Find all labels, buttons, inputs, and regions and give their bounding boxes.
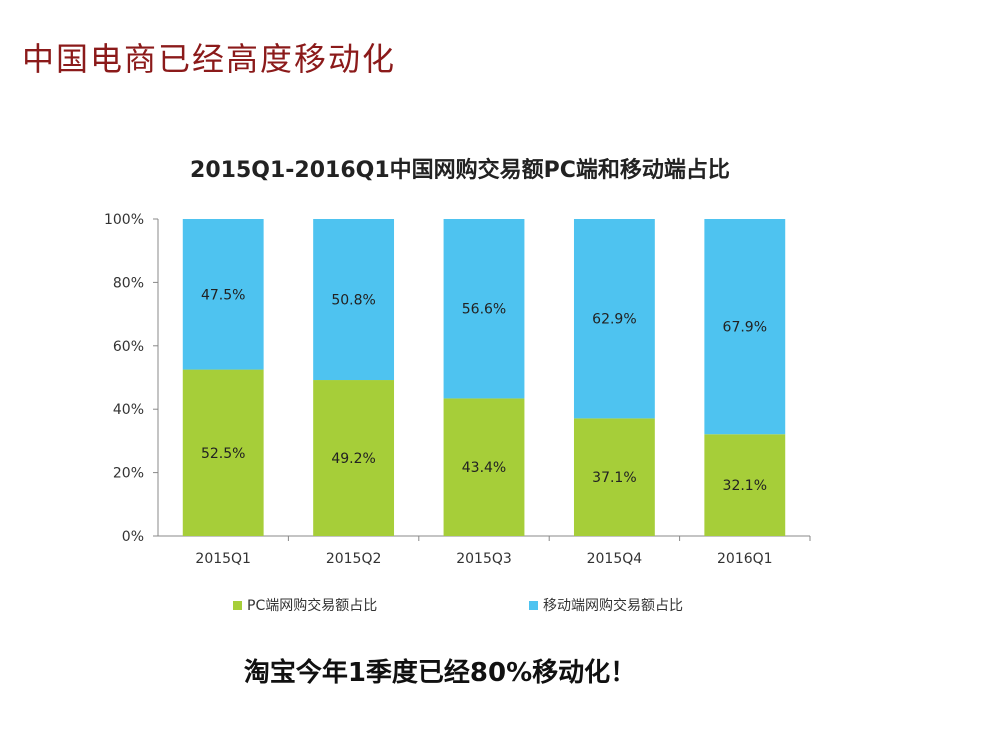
page-title: 中国电商已经高度移动化 <box>22 40 397 78</box>
x-tick-label: 2015Q4 <box>587 551 643 567</box>
legend-swatch-pc <box>233 600 242 610</box>
bar-mobile-2015Q2 <box>313 219 395 381</box>
y-tick-label: 100% <box>104 212 144 228</box>
data-label-pc-2015Q1: 52.5% <box>201 446 245 462</box>
bar-mobile-2015Q1 <box>182 219 264 370</box>
x-tick-label: 2015Q3 <box>456 551 512 567</box>
x-tick-label: 2016Q1 <box>717 551 773 567</box>
legend-item-mobile: 移动端网购交易额占比 <box>529 595 683 615</box>
chart-title: 2015Q1-2016Q1中国网购交易额PC端和移动端占比 <box>190 158 730 183</box>
y-tick-label: 40% <box>113 402 144 418</box>
chart-legend: PC端网购交易额占比 移动端网购交易额占比 <box>0 595 1000 617</box>
legend-label-pc: PC端网购交易额占比 <box>247 598 378 614</box>
bar-pc-2015Q3 <box>443 398 525 536</box>
footer-note: 淘宝今年1季度已经80%移动化！ <box>243 658 637 688</box>
legend-swatch-mobile <box>529 600 538 610</box>
y-tick-label: 20% <box>113 466 144 482</box>
bar-mobile-2015Q4 <box>573 219 655 419</box>
bar-pc-2016Q1 <box>704 434 786 536</box>
data-label-mobile-2015Q3: 56.6% <box>462 302 506 318</box>
y-tick-label: 60% <box>113 339 144 355</box>
x-tick-label: 2015Q1 <box>195 551 251 567</box>
bar-mobile-2015Q3 <box>443 219 525 399</box>
y-tick-label: 0% <box>122 529 144 545</box>
x-tick-label: 2015Q2 <box>326 551 382 567</box>
y-tick-label: 80% <box>113 275 144 291</box>
data-label-mobile-2016Q1: 67.9% <box>723 320 767 336</box>
data-label-mobile-2015Q2: 50.8% <box>331 293 375 309</box>
bar-pc-2015Q4 <box>573 418 655 536</box>
legend-item-pc: PC端网购交易额占比 <box>233 595 377 615</box>
data-label-pc-2016Q1: 32.1% <box>723 478 767 494</box>
data-label-pc-2015Q2: 49.2% <box>331 451 375 467</box>
bar-pc-2015Q2 <box>313 380 395 536</box>
data-label-mobile-2015Q4: 62.9% <box>592 312 636 328</box>
data-label-pc-2015Q4: 37.1% <box>592 470 636 486</box>
bar-mobile-2016Q1 <box>704 219 786 435</box>
bar-pc-2015Q1 <box>182 369 264 536</box>
data-label-pc-2015Q3: 43.4% <box>462 460 506 476</box>
legend-label-mobile: 移动端网购交易额占比 <box>543 598 683 614</box>
data-label-mobile-2015Q1: 47.5% <box>201 287 245 303</box>
